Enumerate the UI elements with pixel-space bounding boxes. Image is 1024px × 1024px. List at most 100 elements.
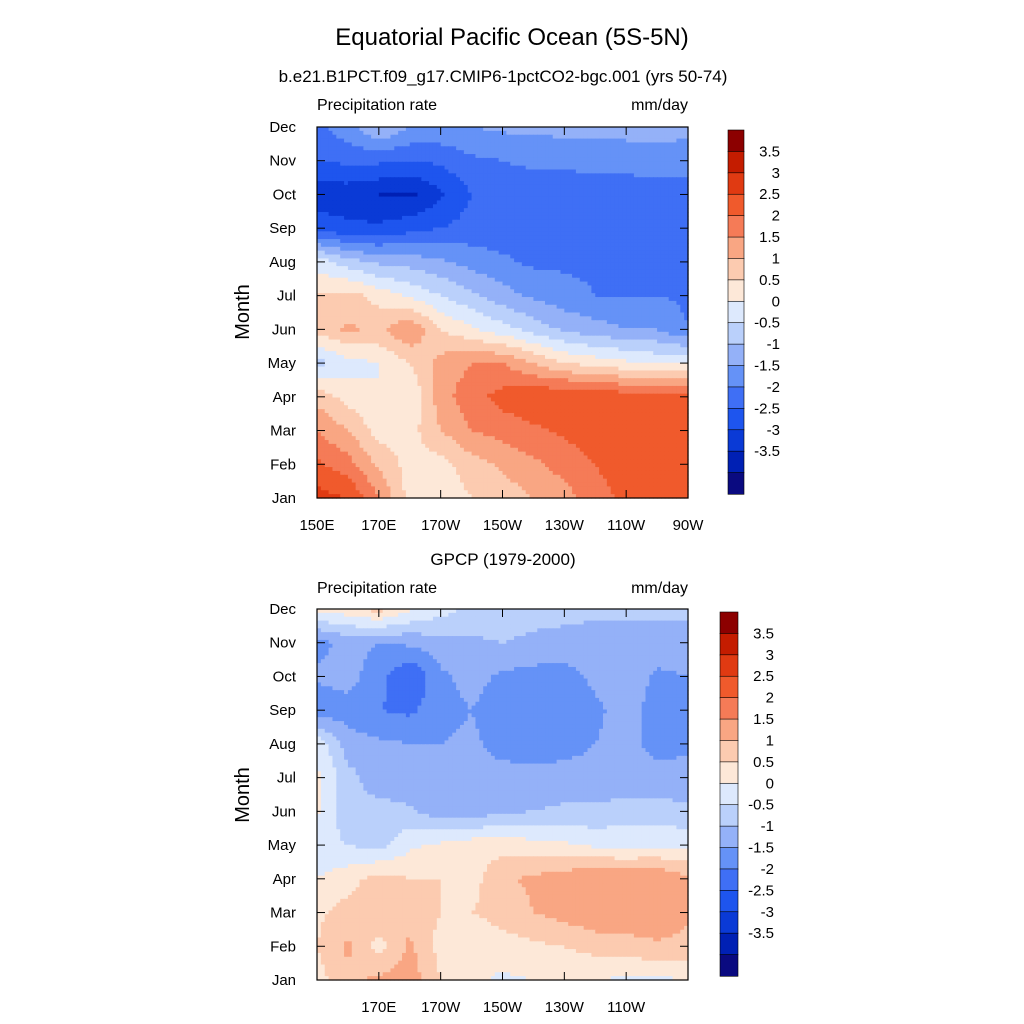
heatmap-cell [599, 169, 604, 174]
heatmap-cell [324, 300, 330, 306]
heatmap-cell [626, 231, 631, 236]
heatmap-cell [657, 304, 662, 310]
heatmap-cell [517, 277, 523, 283]
heatmap-cell [545, 266, 550, 271]
heatmap-cell [440, 134, 446, 140]
heatmap-cell [483, 215, 488, 221]
heatmap-cell [680, 235, 685, 240]
heatmap-cell [529, 184, 535, 190]
heatmap-cell [456, 289, 461, 294]
heatmap-cell [440, 215, 446, 221]
heatmap-cell [630, 138, 635, 144]
heatmap-cell [676, 196, 681, 202]
heatmap-cell [641, 157, 647, 163]
heatmap-cell [579, 277, 585, 283]
heatmap-cell [487, 161, 492, 167]
heatmap-cell [479, 127, 484, 132]
heatmap-cell [378, 316, 384, 321]
heatmap-cell [363, 324, 368, 329]
heatmap-cell [575, 134, 581, 140]
heatmap-cell [440, 146, 446, 151]
heatmap-cell [614, 300, 620, 306]
heatmap-cell [533, 219, 538, 225]
heatmap-cell [533, 266, 538, 271]
heatmap-cell [572, 138, 577, 144]
heatmap-cell [548, 281, 554, 287]
heatmap-cell [564, 250, 569, 256]
heatmap-cell [328, 188, 334, 194]
heatmap-cell [351, 165, 357, 171]
heatmap-cell [610, 246, 616, 252]
heatmap-cell [432, 212, 438, 217]
heatmap-cell [452, 169, 457, 174]
heatmap-cell [521, 192, 527, 198]
heatmap-cell [448, 239, 453, 244]
heatmap-cell [371, 324, 376, 329]
heatmap-cell [363, 235, 368, 240]
heatmap-cell [622, 192, 627, 198]
heatmap-cell [564, 196, 569, 202]
heatmap-cell [487, 246, 492, 252]
heatmap-cell [676, 154, 681, 159]
heatmap-cell [502, 246, 507, 252]
heatmap-cell [560, 157, 565, 163]
heatmap-cell [672, 177, 677, 182]
heatmap-cell [452, 223, 457, 229]
heatmap-cell [545, 142, 550, 147]
heatmap-cell [568, 262, 573, 267]
heatmap-cell [394, 269, 399, 275]
heatmap-cell [664, 297, 670, 302]
heatmap-cell [332, 146, 337, 151]
heatmap-cell [587, 308, 592, 314]
heatmap-cell [545, 223, 550, 229]
heatmap-cell [421, 138, 426, 144]
heatmap-cell [394, 204, 399, 209]
heatmap-cell [429, 281, 434, 287]
heatmap-cell [529, 146, 535, 151]
heatmap-cell [459, 165, 465, 171]
heatmap-cell [344, 254, 349, 259]
heatmap-cell [382, 235, 388, 240]
heatmap-cell [633, 130, 639, 136]
heatmap-cell [657, 258, 662, 263]
heatmap-cell [575, 316, 581, 321]
heatmap-cell [599, 196, 604, 202]
heatmap-cell [444, 254, 449, 259]
heatmap-cell [347, 204, 353, 209]
heatmap-cell [622, 281, 627, 287]
heatmap-cell [653, 215, 658, 221]
heatmap-cell [564, 320, 569, 325]
heatmap-cell [394, 300, 399, 306]
heatmap-cell [529, 212, 535, 217]
heatmap-cell [421, 154, 426, 159]
heatmap-cell [425, 138, 430, 144]
heatmap-cell [614, 277, 620, 283]
heatmap-cell [521, 127, 527, 132]
heatmap-cell [525, 285, 531, 290]
heatmap-cell [436, 154, 442, 159]
heatmap-cell [657, 281, 662, 287]
heatmap-cell [371, 254, 376, 259]
heatmap-cell [367, 235, 372, 240]
heatmap-cell [568, 208, 573, 213]
heatmap-cell [521, 204, 527, 209]
heatmap-cell [402, 161, 407, 167]
heatmap-cell [680, 281, 685, 287]
heatmap-cell [421, 324, 426, 329]
heatmap-cell [653, 289, 658, 294]
heatmap-cell [595, 204, 600, 209]
heatmap-cell [587, 258, 592, 263]
heatmap-cell [529, 208, 535, 213]
heatmap-cell [483, 127, 488, 132]
heatmap-cell [336, 134, 341, 140]
heatmap-cell [417, 289, 422, 294]
heatmap-cell [405, 215, 411, 221]
heatmap-cell [475, 173, 480, 178]
heatmap-cell [471, 262, 477, 267]
heatmap-cell [568, 215, 573, 221]
heatmap-cell [378, 188, 384, 194]
heatmap-cell [645, 208, 650, 213]
heatmap-cell [599, 223, 604, 229]
heatmap-cell [398, 312, 403, 317]
heatmap-cell [660, 300, 666, 306]
